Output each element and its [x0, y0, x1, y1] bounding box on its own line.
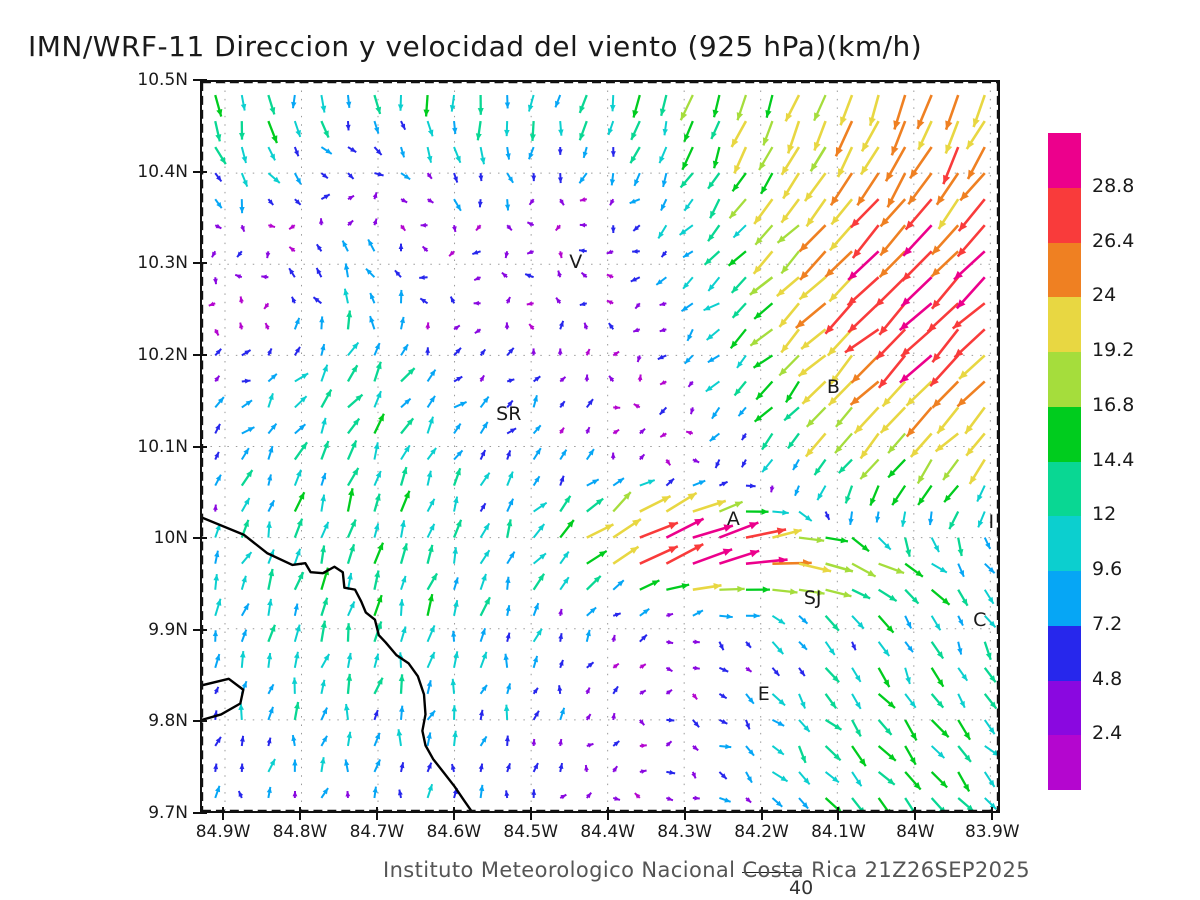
- x-axis-tick-mark: [452, 807, 455, 820]
- colorbar-band-10: [1048, 680, 1081, 736]
- x-axis-tick-84.8W: 84.8W: [272, 822, 328, 842]
- colorbar-tick-14.4: 14.4: [1092, 448, 1135, 471]
- city-label-SJ: SJ: [803, 586, 822, 609]
- wind-vector-field: [202, 82, 998, 811]
- y-axis-tick-9.8N: 9.8N: [148, 711, 188, 732]
- y-axis-tick-mark: [193, 720, 207, 723]
- x-axis-tick-84.6W: 84.6W: [426, 822, 482, 842]
- y-axis-tick-9.7N: 9.7N: [148, 803, 188, 823]
- gridlines: [202, 82, 998, 811]
- colorbar-band-11: [1048, 735, 1081, 790]
- colorbar-tick-7.2: 7.2: [1092, 612, 1123, 635]
- x-axis-tick-84.7W: 84.7W: [349, 822, 405, 842]
- page-title: IMN/WRF-11 Direccion y velocidad del vie…: [28, 30, 923, 63]
- x-axis-tick-84.3W: 84.3W: [657, 822, 712, 842]
- speed-colorbar: [1048, 133, 1081, 790]
- reference-vector-value: 40: [789, 877, 814, 899]
- y-axis-tick-mark: [193, 353, 207, 356]
- y-axis-tick-mark: [193, 445, 207, 448]
- colorbar-band-3: [1048, 297, 1081, 352]
- colorbar-band-1: [1048, 187, 1081, 243]
- x-axis-tick-84.5W: 84.5W: [503, 822, 559, 842]
- x-axis-tick-84.1W: 84.1W: [811, 822, 866, 842]
- y-axis-tick-mark: [193, 537, 207, 540]
- x-axis-tick-mark: [760, 807, 763, 820]
- city-label-A: A: [726, 507, 740, 530]
- y-axis-tick-10.5N: 10.5N: [137, 70, 188, 90]
- x-axis-tick-mark: [529, 807, 532, 820]
- colorbar-tick-16.8: 16.8: [1092, 393, 1135, 416]
- colorbar-tick-19.2: 19.2: [1092, 339, 1135, 361]
- x-axis-tick-84.2W: 84.2W: [734, 822, 789, 842]
- x-axis-tick-84.4W: 84.4W: [580, 822, 636, 842]
- colorbar-tick-9.6: 9.6: [1092, 558, 1123, 580]
- x-axis-tick-mark: [375, 807, 378, 820]
- colorbar-tick-4.8: 4.8: [1092, 667, 1123, 690]
- x-axis-tick-83.9W: 83.9W: [964, 822, 1020, 842]
- y-axis-tick-mark: [193, 628, 207, 631]
- city-label-E: E: [757, 682, 770, 705]
- colorbar-band-4: [1048, 352, 1081, 407]
- y-axis-tick-10N: 10N: [153, 528, 188, 549]
- colorbar-tick-26.4: 26.4: [1092, 229, 1135, 252]
- city-label-B: B: [826, 375, 840, 398]
- colorbar-band-9: [1048, 625, 1081, 681]
- y-axis-tick-9.9N: 9.9N: [148, 619, 188, 640]
- wind-field-plot: [200, 80, 1000, 813]
- y-axis-tick-10.2N: 10.2N: [137, 344, 188, 365]
- y-axis-tick-mark: [193, 262, 207, 265]
- y-axis-tick-mark: [193, 812, 207, 814]
- colorbar-tick-12: 12: [1092, 503, 1117, 526]
- wind-arrows: [208, 94, 998, 811]
- x-axis-tick-mark: [914, 807, 917, 820]
- x-axis-tick-84W: 84W: [896, 822, 935, 842]
- city-label-SR: SR: [496, 403, 522, 426]
- colorbar-band-0: [1048, 133, 1081, 188]
- x-axis-tick-mark: [683, 807, 686, 820]
- colorbar-band-7: [1048, 516, 1081, 571]
- y-axis-tick-10.3N: 10.3N: [137, 253, 188, 274]
- x-axis-tick-mark: [991, 807, 994, 820]
- colorbar-band-2: [1048, 242, 1081, 298]
- x-axis-tick-mark: [606, 807, 609, 820]
- x-axis-tick-mark: [299, 807, 301, 820]
- y-axis-tick-mark: [193, 170, 207, 173]
- colorbar-tick-28.8: 28.8: [1092, 174, 1135, 197]
- city-label-C: C: [973, 608, 987, 631]
- city-label-I: I: [988, 511, 995, 534]
- colorbar-tick-24: 24: [1092, 284, 1117, 307]
- city-label-V: V: [569, 251, 583, 274]
- x-axis-tick-mark: [222, 807, 225, 820]
- colorbar-band-8: [1048, 571, 1081, 626]
- coastline: [202, 516, 473, 811]
- y-axis-tick-10.1N: 10.1N: [137, 436, 188, 457]
- y-axis-tick-10.4N: 10.4N: [137, 161, 188, 182]
- colorbar-band-6: [1048, 461, 1081, 517]
- x-axis-tick-84.9W: 84.9W: [195, 822, 251, 842]
- colorbar-band-5: [1048, 406, 1081, 462]
- colorbar-tick-2.4: 2.4: [1092, 722, 1123, 745]
- footer-credit: Instituto Meteorologico Nacional Costa R…: [383, 858, 1030, 882]
- y-axis-tick-mark: [193, 79, 207, 81]
- reference-vector-line: [742, 872, 802, 873]
- x-axis-tick-mark: [837, 807, 840, 820]
